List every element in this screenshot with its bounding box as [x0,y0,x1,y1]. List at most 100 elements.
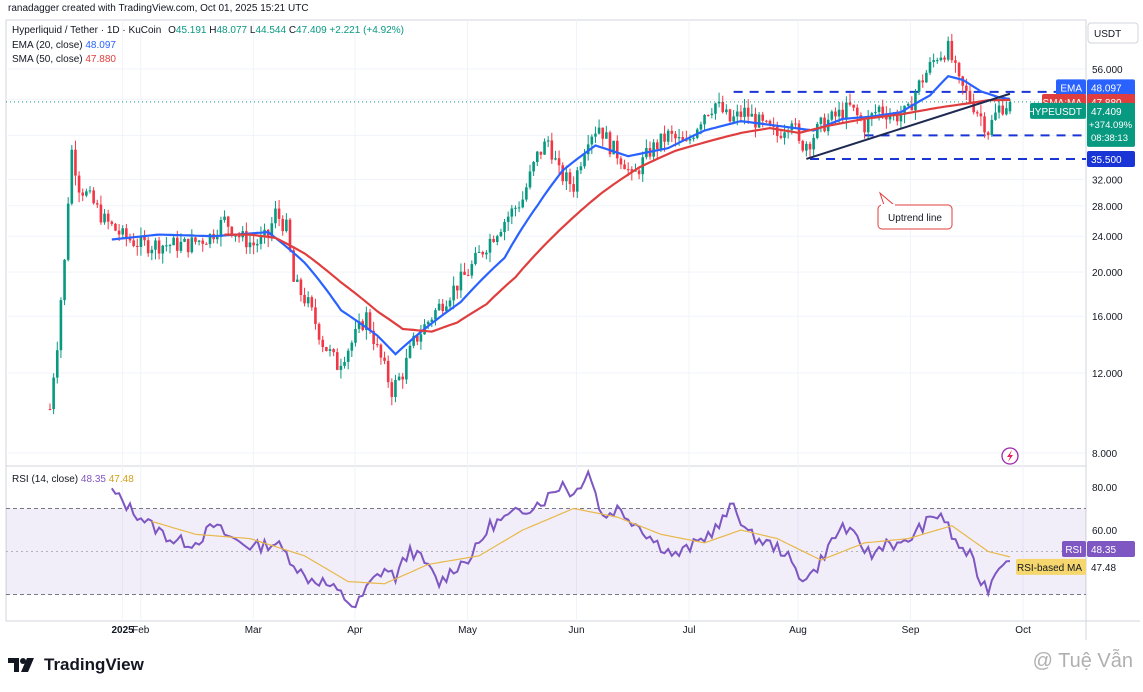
callout-text: Uptrend line [888,213,942,224]
candle-body [670,130,674,134]
candle-body [63,259,66,301]
hype-name-label-text: HYPEUSDT [1028,107,1082,118]
high-label: H [209,25,217,36]
candle-body [223,216,226,221]
tradingview-logo[interactable]: TradingView [8,655,144,675]
candle-body [292,250,295,282]
currency-box[interactable] [1087,22,1139,44]
candle-body [594,133,597,137]
candle-body [248,242,252,248]
rsima-legend-value: 47.48 [108,474,134,485]
candle-body [994,112,997,120]
close-value: 47.409 [296,25,327,36]
candle-body [365,312,368,330]
candle-body [921,80,925,83]
candle-body [157,240,161,254]
candle-body [354,328,357,343]
candle-body [739,111,743,117]
candle-body [586,144,590,155]
candle-body [932,60,935,62]
candle-body [492,238,495,242]
candle-body [848,102,852,105]
candle-body [666,130,670,142]
candle-body [965,85,968,91]
candle-body [681,137,685,141]
candle-body [761,114,765,121]
candle-body [623,164,626,170]
candle-body [59,300,63,351]
candle-body [870,113,874,118]
candle-body [154,240,157,250]
candle-body [295,279,299,282]
candle-body [685,140,688,142]
candle-body [277,208,281,219]
callout-joint [881,204,895,207]
time-tick-label: 2025 [111,625,134,636]
rsima-value-label-box [1087,558,1135,575]
rsima-name-label-box [1016,558,1086,575]
candle-body [128,237,132,241]
candle-body [285,219,288,232]
candle-body [321,339,325,348]
ema-legend[interactable]: EMA (20, close) 48.097 [12,40,116,51]
candle-body [732,116,735,122]
candle-body [608,132,612,155]
time-tick-label: May [458,625,477,636]
rsi-legend[interactable]: RSI (14, close) 48.35 47.48 [12,474,134,485]
candle-body [914,91,917,111]
sma-legend-value: 47.880 [85,54,116,65]
candle-body [706,115,710,117]
candle-body [325,347,328,351]
candle-body [950,40,954,61]
candle-body [106,213,110,222]
bolt-glyph-icon [1007,450,1013,462]
candle-body [830,111,834,120]
candle-body [532,162,535,172]
candle-body [612,140,615,155]
hype-price-text: 47.409 [1091,107,1122,118]
price-tick-label: 12.000 [1092,369,1123,380]
candle-body [350,342,354,351]
candle-body [335,352,339,370]
candle-body [535,151,539,163]
candle-body [437,303,441,311]
candle-body [299,279,303,295]
candle-body [659,133,663,149]
candle-body [565,172,568,182]
candle-body [874,112,877,114]
watermark-text: @ Tuệ Vẫn [1032,650,1133,672]
candle-body [801,140,805,151]
candle-body [990,119,994,136]
candle-body [88,190,92,192]
ema-name-label-text: EMA [1060,83,1082,94]
candle-body [946,40,950,60]
candle-body [55,350,59,378]
ema-line [111,74,1011,356]
candle-body [808,143,812,150]
sma-line [224,98,1011,333]
candle-body [881,106,885,114]
candle-body [812,137,815,150]
candle-body [986,132,990,136]
candle-body [266,229,270,238]
candle-body [186,238,190,253]
candle-body [619,158,623,165]
candle-body [757,114,761,128]
candle-body [135,245,139,248]
candle-body [52,377,55,410]
candle-body [466,274,470,276]
candle-body [150,249,154,254]
rsi-value-label-box [1087,541,1135,558]
candle-body [728,109,732,122]
rsima-value-label-text: 47.48 [1091,563,1116,574]
candle-body [81,192,85,196]
candle-body [194,237,197,242]
candle-body [805,143,808,151]
candle-body [1001,105,1005,115]
symbol-title[interactable]: Hyperliquid / Tether · 1D · KuCoin [12,25,162,36]
candle-body [175,237,179,251]
candle-body [688,138,692,141]
sma-legend[interactable]: SMA (50, close) 47.880 [12,54,116,65]
candle-body [895,114,899,122]
